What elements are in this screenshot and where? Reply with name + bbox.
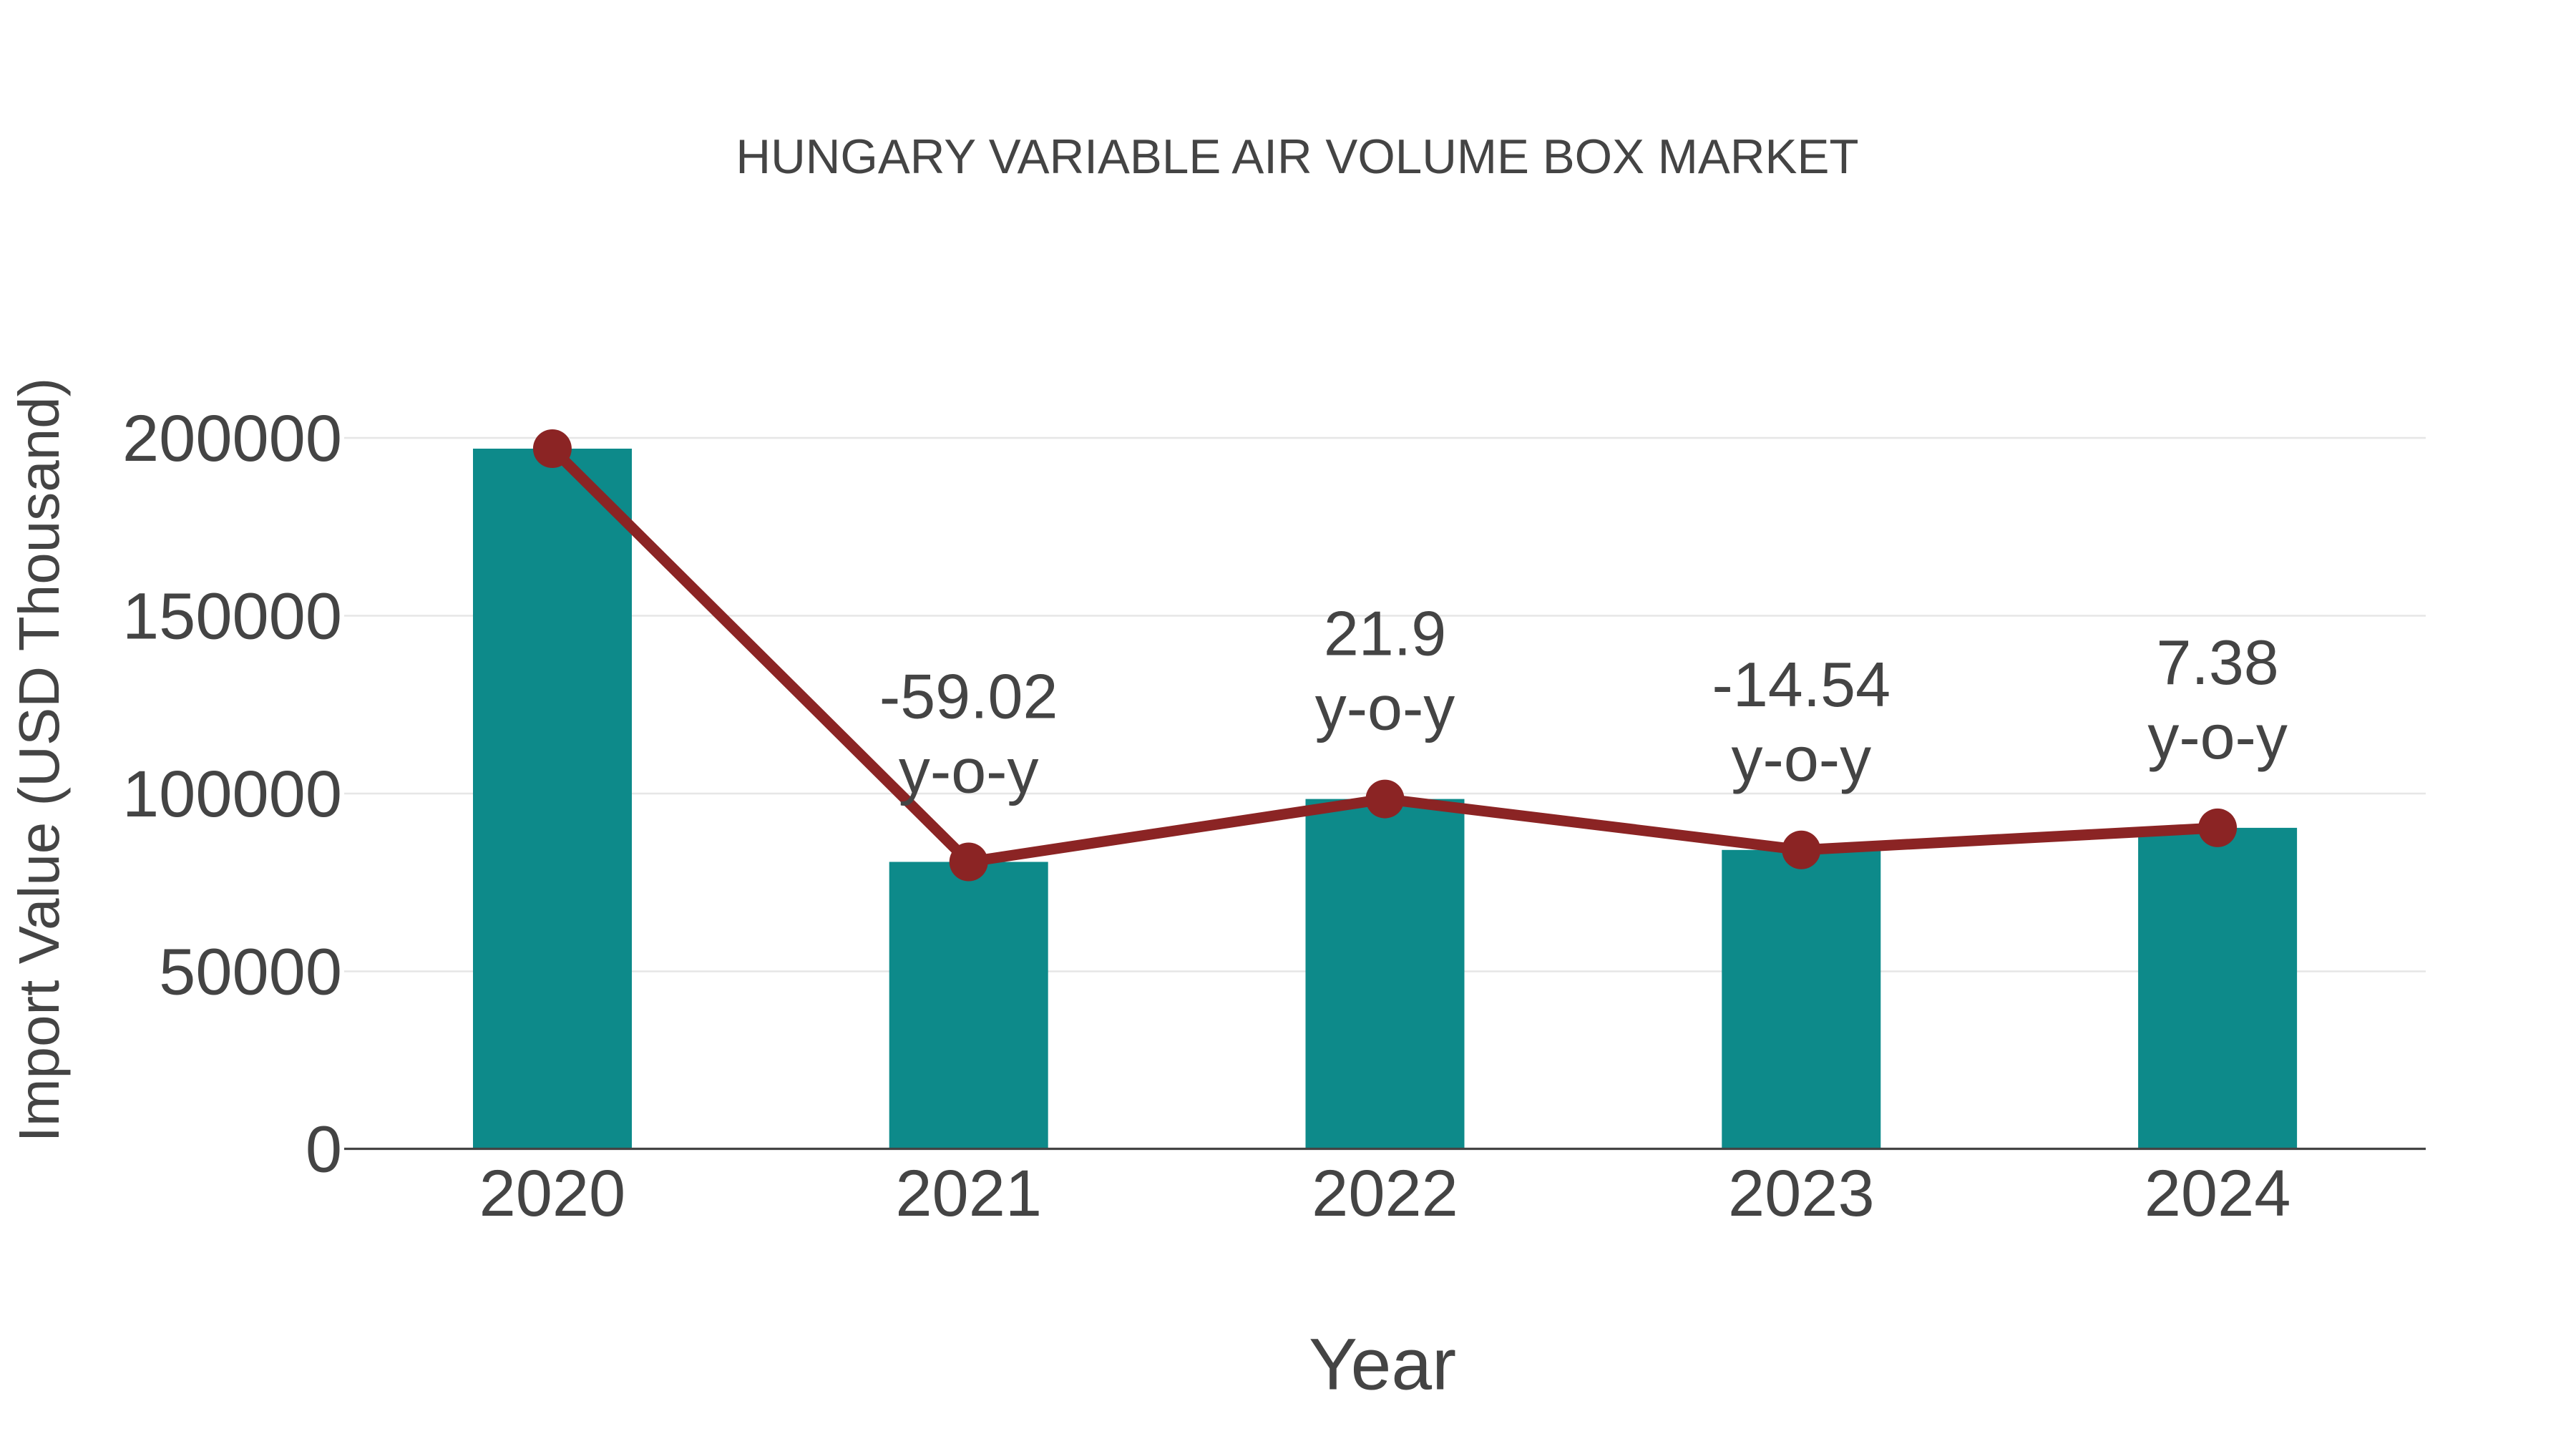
svg-text:50000: 50000 [159, 936, 342, 1009]
svg-text:21.9: 21.9 [1324, 598, 1446, 669]
svg-text:y-o-y: y-o-y [1315, 673, 1455, 743]
svg-text:y-o-y: y-o-y [1732, 723, 1872, 794]
svg-text:2020: 2020 [479, 1157, 626, 1230]
svg-text:y-o-y: y-o-y [899, 736, 1039, 806]
svg-text:2024: 2024 [2145, 1157, 2291, 1230]
svg-text:2022: 2022 [1312, 1157, 1458, 1230]
svg-text:2023: 2023 [1728, 1157, 1875, 1230]
svg-text:HUNGARY VARIABLE AIR VOLUME BO: HUNGARY VARIABLE AIR VOLUME BOX MARKET [736, 130, 1858, 184]
svg-text:7.38: 7.38 [2156, 627, 2278, 698]
svg-text:Year: Year [1309, 1324, 1456, 1405]
svg-text:200000: 200000 [122, 402, 342, 475]
svg-text:150000: 150000 [122, 580, 342, 653]
svg-text:2021: 2021 [895, 1157, 1042, 1230]
svg-text:100000: 100000 [122, 758, 342, 831]
svg-text:Import Value (USD Thousand): Import Value (USD Thousand) [7, 378, 71, 1143]
svg-text:-59.02: -59.02 [879, 661, 1058, 732]
svg-text:y-o-y: y-o-y [2147, 701, 2288, 772]
svg-text:-14.54: -14.54 [1712, 649, 1891, 720]
svg-text:0: 0 [306, 1113, 342, 1186]
